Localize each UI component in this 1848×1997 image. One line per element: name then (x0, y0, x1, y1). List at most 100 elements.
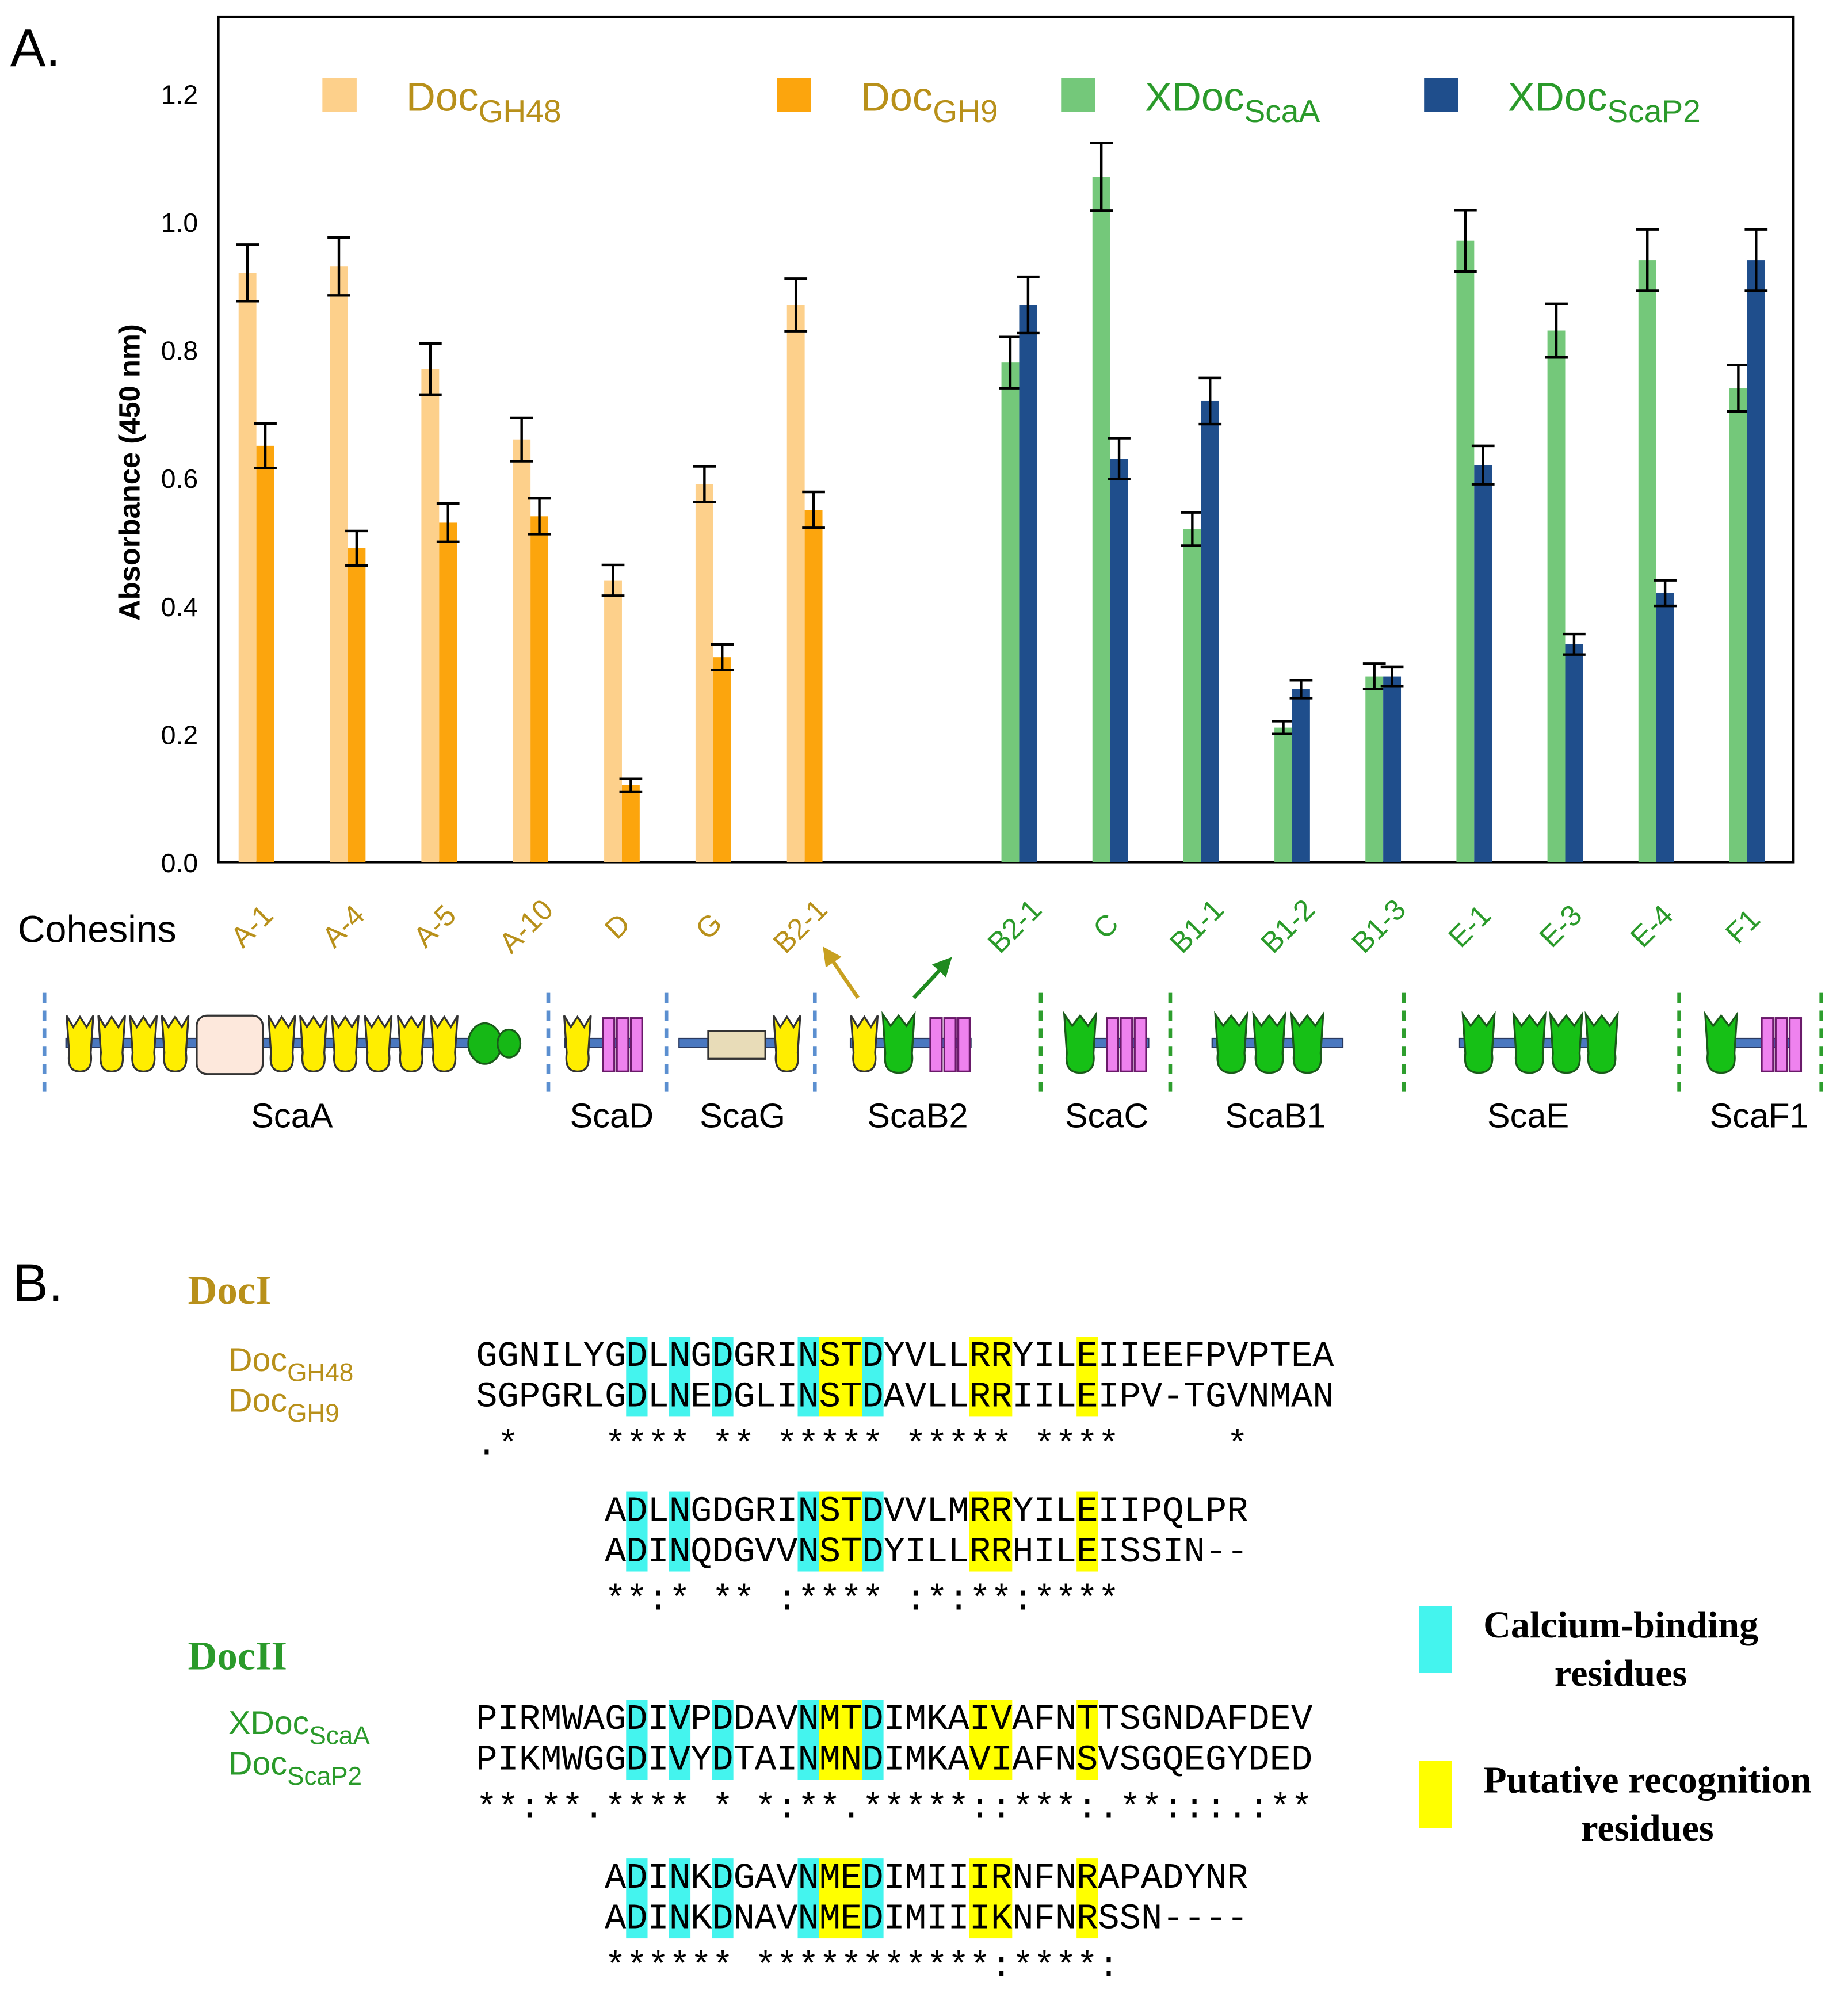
bar (330, 266, 348, 862)
sequence: GGNILYGDLNGDGRINSTDYVLLRRYILEIIEEFPVPTEA (476, 1336, 1334, 1377)
bar (1292, 689, 1310, 862)
legend-swatch (322, 78, 357, 112)
cohesin (1063, 1011, 1097, 1074)
legend-label: DocGH9 (861, 74, 998, 129)
residue-highlight (712, 1337, 734, 1417)
bar (1383, 676, 1402, 862)
module-box (707, 1030, 766, 1060)
residue-highlight (841, 1700, 862, 1780)
residue-highlight (969, 1858, 991, 1939)
scaffoldin-label: ScaD (570, 1096, 654, 1135)
conservation: .* **** ** ***** ***** **** * (476, 1425, 1248, 1466)
residue-highlight (712, 1858, 734, 1939)
legend-label: Putative recognition (1483, 1759, 1811, 1801)
legend-label-sub: GH9 (933, 93, 998, 129)
arrow (912, 957, 952, 999)
bar (513, 439, 531, 862)
cohesin (1290, 1011, 1324, 1074)
bar (238, 273, 257, 862)
y-tick-label: 0.0 (161, 848, 198, 878)
residue-highlight (797, 1491, 819, 1572)
residue-highlight (862, 1858, 884, 1939)
legend-label: XDocScaA (1145, 74, 1320, 129)
sequence-label: XDocScaA (228, 1705, 370, 1750)
residue-highlight (969, 1700, 991, 1780)
sequence-label: DocScaP2 (228, 1745, 362, 1790)
sequence-label-sub: ScaA (309, 1722, 370, 1750)
legend-swatch (1419, 1606, 1452, 1674)
module-box (943, 1017, 957, 1073)
sequence-label-base: XDoc (228, 1705, 309, 1742)
conservation: ****** ***********:****: (605, 1946, 1120, 1987)
legend-swatch (777, 78, 811, 112)
scaffoldin-label: ScaB1 (1225, 1096, 1326, 1135)
residue-highlight (626, 1858, 648, 1939)
residue-highlight (862, 1337, 884, 1417)
module-box (1788, 1017, 1803, 1073)
module-box (1106, 1017, 1120, 1073)
residue-highlight (862, 1700, 884, 1780)
residue-highlight (991, 1858, 1013, 1939)
legend-label: Calcium-binding (1483, 1604, 1758, 1646)
scaffoldin-label: ScaE (1487, 1096, 1569, 1135)
sequence: ADLNGDGRINSTDVVLMRRYILEIIPQLPR (605, 1491, 1248, 1532)
cohesin (396, 1015, 426, 1073)
residue-highlight (841, 1491, 862, 1572)
dockerin (467, 1022, 503, 1065)
scaffoldin-label: ScaA (251, 1096, 333, 1135)
bar (1565, 644, 1583, 862)
bar (530, 516, 549, 862)
cohesin (881, 1011, 916, 1074)
bar (1019, 304, 1037, 862)
module-box (1761, 1017, 1774, 1073)
cohesin (563, 1015, 592, 1073)
sequence-label-base: Doc (228, 1745, 287, 1782)
legend-swatch (1419, 1761, 1452, 1828)
y-tick-label: 1.0 (161, 208, 198, 238)
scaffoldin-label: ScaC (1065, 1096, 1149, 1135)
arrow (823, 946, 860, 999)
scaffoldin-label: ScaB2 (867, 1096, 968, 1135)
cohesin (1584, 1011, 1619, 1074)
bar (604, 580, 622, 862)
sequence-label-base: Doc (228, 1383, 287, 1419)
residue-highlight (819, 1337, 841, 1417)
cohesin (850, 1015, 879, 1073)
cohesin (1252, 1011, 1286, 1074)
cohesin (299, 1015, 328, 1073)
module-box (616, 1017, 629, 1073)
panel-label: B. (13, 1253, 63, 1313)
group-title: DocII (188, 1633, 287, 1678)
sequence: ADINKDNAVNMEDIMIIIKNFNRSSN---- (605, 1898, 1248, 1939)
sequence: PIKMWGGDIVYDTAINMNDIMKAVIAFNSVSGQEGYDED (476, 1740, 1312, 1781)
bar (421, 369, 440, 862)
residue-highlight (862, 1491, 884, 1572)
residue-highlight (991, 1491, 1013, 1572)
legend-label-base: XDoc (1145, 74, 1244, 119)
bar (1110, 459, 1128, 862)
residue-highlight (969, 1491, 991, 1572)
cohesin (430, 1015, 459, 1073)
sequence: SGPGRLGDLNEDGLINSTDAVLLRRIILEIPV-TGVNMAN (476, 1377, 1334, 1418)
sequence-label: DocGH48 (228, 1342, 353, 1387)
bar (786, 304, 805, 862)
residue-highlight (969, 1337, 991, 1417)
module-box (1133, 1017, 1147, 1073)
residue-highlight (626, 1700, 648, 1780)
residue-highlight (797, 1337, 819, 1417)
module-box (1774, 1017, 1788, 1073)
legend-label-base: Doc (861, 74, 933, 119)
module-box (629, 1017, 643, 1073)
bar (713, 657, 731, 862)
bar (1547, 330, 1566, 862)
residue-highlight (841, 1337, 862, 1417)
residue-highlight (1076, 1858, 1098, 1939)
legend-label: residues (1581, 1807, 1713, 1849)
cohesin (161, 1015, 190, 1073)
cohesin (267, 1015, 296, 1073)
conservation: **:**.**** * *:**.*****::***:.**:::.:** (476, 1788, 1312, 1829)
bar (1365, 676, 1384, 862)
legend-label-base: XDoc (1508, 74, 1608, 119)
sequence-label-sub: ScaP2 (287, 1762, 362, 1790)
